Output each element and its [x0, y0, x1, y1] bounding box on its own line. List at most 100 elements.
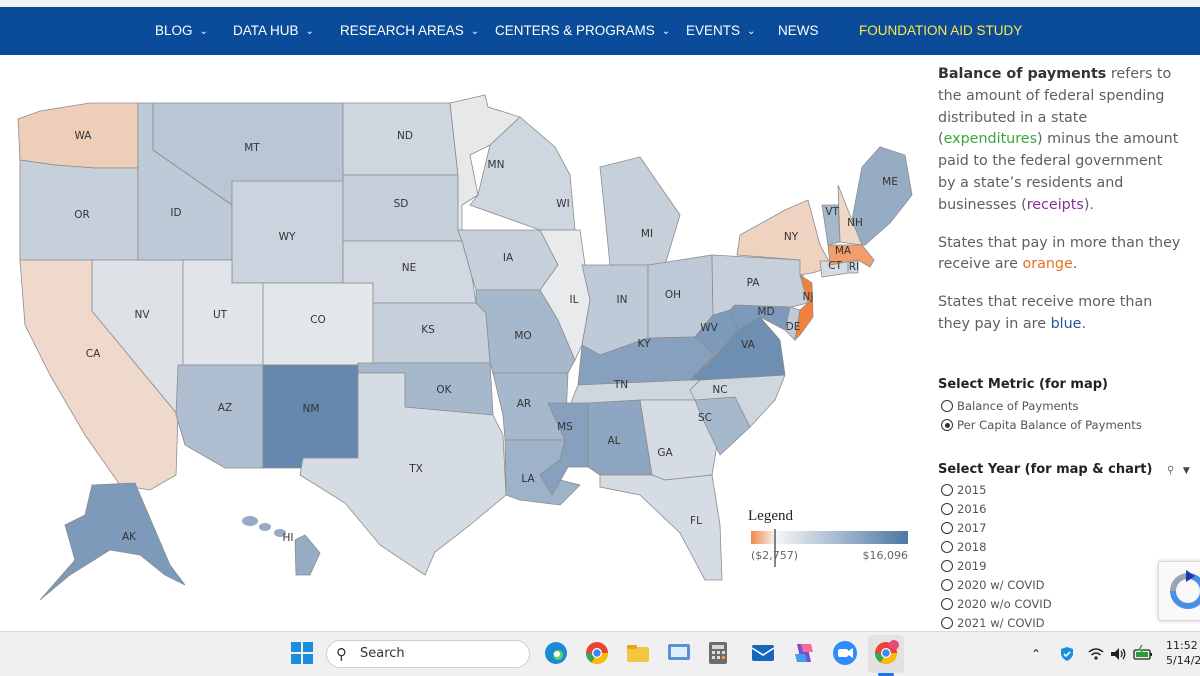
recaptcha-badge[interactable] [1158, 561, 1200, 621]
year-option[interactable]: 2020 w/o COVID [941, 595, 1052, 614]
state-ak[interactable] [39, 482, 186, 601]
intro-text-2: ) minus the amount paid to the federal g… [938, 131, 1179, 213]
orange-word: orange [1022, 256, 1073, 273]
state-label-tx: TX [408, 463, 423, 475]
state-label-fl: FL [690, 515, 702, 527]
state-labels: WA OR CA NV ID MT WY UT CO AZ NM ND SD NE KS OK TX MN IA MO… [74, 130, 898, 544]
wifi-icon[interactable] [1088, 647, 1104, 661]
year-option[interactable]: 2020 w/ COVID [941, 576, 1045, 595]
state-label-nm: NM [303, 403, 320, 415]
orange-text: States that pay in more than they receiv… [938, 234, 1181, 273]
radio-button[interactable] [941, 598, 953, 610]
radio-button[interactable] [941, 484, 953, 496]
state-nm[interactable] [262, 364, 359, 469]
state-label-pa: PA [747, 277, 761, 289]
chevron-down-icon: ⌄ [747, 26, 756, 37]
state-label-ma: MA [835, 245, 852, 257]
state-mi[interactable] [599, 156, 681, 266]
file-explorer-icon[interactable] [625, 640, 651, 666]
map-legend: Legend ($2,757) $16,096 [748, 508, 908, 567]
state-label-hi: HI [283, 532, 294, 544]
nav-news[interactable]: NEWS [778, 7, 819, 55]
state-label-me: ME [882, 176, 898, 188]
year-option-label: 2015 [957, 483, 987, 497]
state-label-va: VA [741, 339, 756, 351]
volume-icon[interactable] [1110, 647, 1127, 661]
nav-blog-label: BLOG [155, 23, 193, 38]
metric-option-per-capita[interactable]: Per Capita Balance of Payments [941, 416, 1142, 435]
radio-button[interactable] [941, 541, 953, 553]
state-label-id: ID [170, 207, 181, 219]
nav-data-hub-label: DATA HUB [233, 23, 299, 38]
state-label-al: AL [607, 435, 620, 447]
radio-button[interactable] [941, 522, 953, 534]
chevron-up-icon[interactable]: ⌃ [1031, 647, 1042, 661]
state-label-sc: SC [698, 412, 712, 424]
metric-option-balance[interactable]: Balance of Payments [941, 397, 1079, 416]
nav-foundation-aid-study[interactable]: FOUNDATION AID STUDY [859, 7, 1022, 55]
edge-browser-icon[interactable] [543, 640, 569, 666]
chrome-profile-icon[interactable] [873, 640, 899, 666]
mail-icon[interactable] [750, 640, 776, 666]
nav-data-hub[interactable]: DATA HUB ⌄ [233, 7, 314, 55]
state-label-ct: CT [828, 260, 842, 272]
year-option[interactable]: 2021 w/ COVID [941, 614, 1045, 633]
remote-desktop-icon[interactable] [666, 640, 692, 666]
year-option-label: 2016 [957, 502, 987, 516]
state-az[interactable] [175, 364, 264, 469]
legend-title: Legend [748, 508, 793, 524]
state-hi[interactable] [294, 534, 321, 576]
windows-taskbar: ⚲ Search ⌃ 11:52 [0, 631, 1200, 676]
state-label-ny: NY [784, 231, 799, 243]
radio-button[interactable] [941, 503, 953, 515]
year-select-title-text: Select Year (for map & chart) [938, 462, 1153, 477]
radio-button[interactable] [941, 579, 953, 591]
battery-icon[interactable] [1133, 645, 1153, 661]
state-label-ky: KY [638, 338, 652, 350]
year-select-title: Select Year (for map & chart) ⚲ ▼ [938, 462, 1190, 477]
state-me[interactable] [851, 146, 913, 246]
us-choropleth-map: WA OR CA NV ID MT WY UT CO AZ NM ND SD NE KS OK TX MN IA MO… [17, 94, 913, 601]
nav-foundation-aid-study-label: FOUNDATION AID STUDY [859, 23, 1023, 38]
state-fl[interactable] [599, 474, 723, 581]
year-option-label: 2021 w/ COVID [957, 616, 1045, 630]
nav-events[interactable]: EVENTS ⌄ [686, 7, 755, 55]
copilot-icon[interactable] [791, 640, 817, 666]
intro-term: Balance of payments [938, 66, 1107, 82]
radio-button-selected[interactable] [941, 419, 953, 431]
zoom-icon[interactable] [832, 640, 858, 666]
search-icon[interactable]: ⚲ [1166, 465, 1175, 476]
state-label-mt: MT [244, 142, 260, 154]
state-mn[interactable] [449, 94, 521, 231]
search-icon: ⚲ [336, 645, 347, 663]
calculator-icon[interactable] [705, 640, 731, 666]
blue-paragraph: States that receive more than they pay i… [938, 292, 1183, 336]
nav-centers-programs[interactable]: CENTERS & PROGRAMS ⌄ [495, 7, 670, 55]
nav-research-areas[interactable]: RESEARCH AREAS ⌄ [340, 7, 479, 55]
state-nc[interactable] [689, 374, 786, 428]
radio-button[interactable] [941, 617, 953, 629]
system-clock[interactable]: 11:52 5/14/2 [1166, 638, 1200, 668]
state-label-wy: WY [279, 231, 296, 243]
taskbar-search-input[interactable]: ⚲ Search [326, 640, 530, 668]
legend-min-label: ($2,757) [751, 549, 798, 562]
state-nj[interactable] [794, 274, 814, 342]
nav-blog[interactable]: BLOG ⌄ [155, 7, 208, 55]
year-option[interactable]: 2018 [941, 538, 987, 557]
security-shield-icon[interactable] [1059, 646, 1075, 662]
radio-button[interactable] [941, 400, 953, 412]
state-label-or: OR [74, 209, 90, 221]
year-option[interactable]: 2015 [941, 481, 987, 500]
year-option[interactable]: 2016 [941, 500, 987, 519]
state-il[interactable] [539, 229, 591, 361]
chrome-icon[interactable] [584, 640, 610, 666]
year-option-label: 2019 [957, 559, 987, 573]
year-option[interactable]: 2017 [941, 519, 987, 538]
windows-start-icon[interactable] [289, 640, 315, 666]
nav-events-label: EVENTS [686, 23, 741, 38]
orange-paragraph: States that pay in more than they receiv… [938, 233, 1183, 277]
year-option[interactable]: 2019 [941, 557, 987, 576]
radio-button[interactable] [941, 560, 953, 572]
dropdown-arrow-icon[interactable]: ▼ [1182, 466, 1190, 476]
state-label-tn: TN [613, 379, 628, 391]
